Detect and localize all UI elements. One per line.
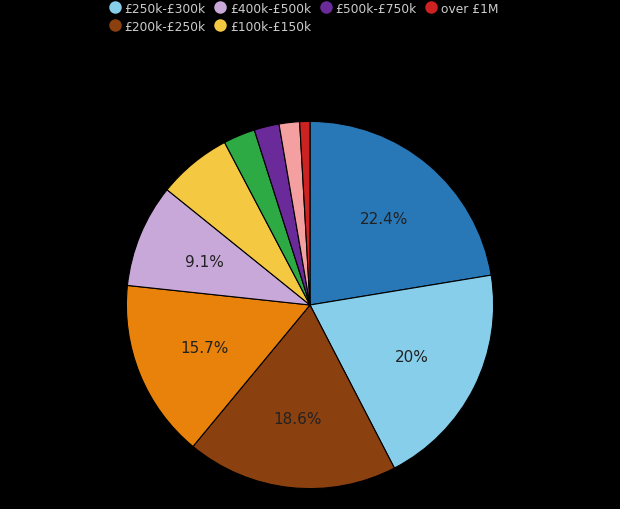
Wedge shape (193, 305, 394, 489)
Wedge shape (254, 125, 310, 305)
Wedge shape (299, 122, 310, 305)
Text: 15.7%: 15.7% (180, 341, 229, 356)
Wedge shape (128, 190, 310, 305)
Text: 20%: 20% (395, 349, 428, 364)
Wedge shape (310, 122, 491, 305)
Wedge shape (167, 143, 310, 305)
Text: 22.4%: 22.4% (360, 211, 408, 227)
Text: 9.1%: 9.1% (185, 254, 224, 269)
Wedge shape (310, 275, 494, 468)
Wedge shape (279, 123, 310, 305)
Wedge shape (224, 131, 310, 305)
Wedge shape (126, 286, 310, 446)
Text: 18.6%: 18.6% (273, 411, 322, 426)
Legend: £300k-£400k, £250k-£300k, £200k-£250k, £150k-£200k, £400k-£500k, £100k-£150k, £5: £300k-£400k, £250k-£300k, £200k-£250k, £… (106, 0, 514, 38)
